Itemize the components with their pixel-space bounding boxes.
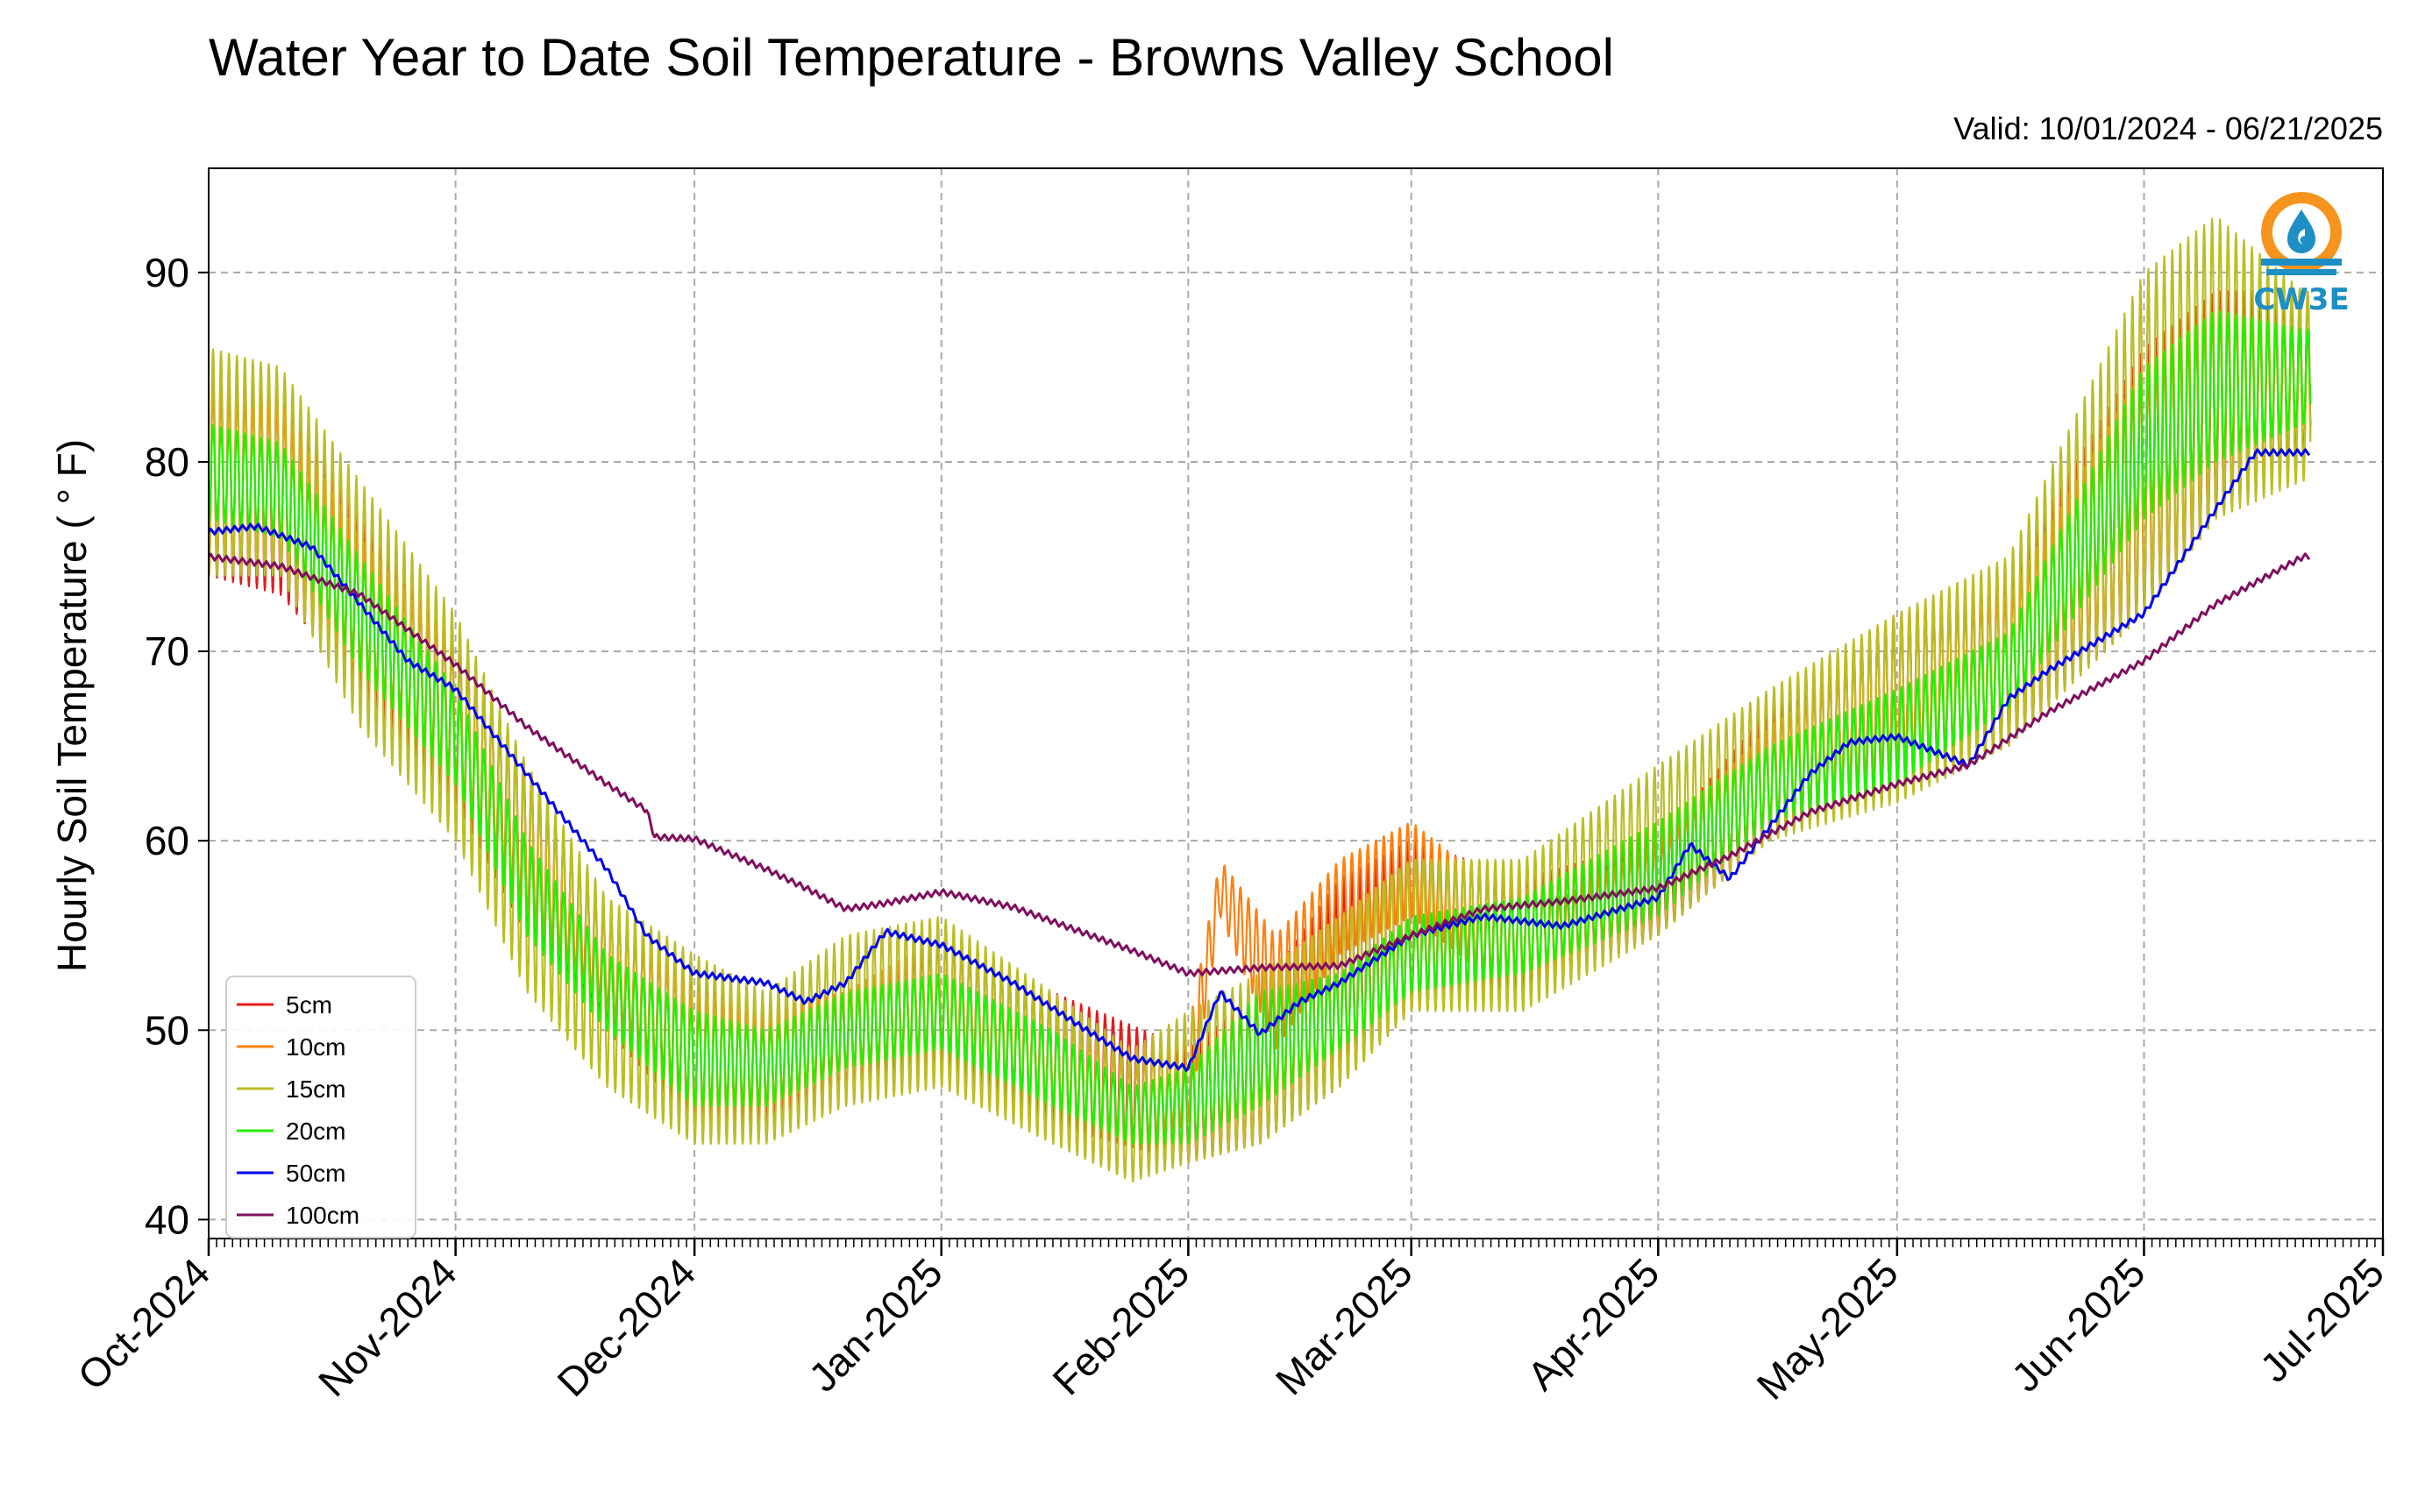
legend-label-100cm: 100cm — [286, 1202, 359, 1229]
series-line-20cm — [207, 310, 2312, 1146]
plot-frame — [208, 167, 2384, 1239]
legend-label-5cm: 5cm — [286, 991, 332, 1019]
y-axis-label: Hourly Soil Temperature ( ° F) — [49, 439, 95, 972]
valid-date-range: Valid: 10/01/2024 - 06/21/2025 — [1953, 110, 2383, 146]
y-tick-label: 50 — [145, 1007, 189, 1053]
y-axis-ticks: 40 50 60 70 80 90 — [145, 250, 209, 1242]
chart-title: Water Year to Date Soil Temperature - Br… — [209, 28, 1614, 87]
y-tick-label: 60 — [145, 818, 189, 863]
legend: 5cm 10cm 15cm 20cm 50cm 100cm — [225, 976, 416, 1239]
plot-series — [207, 217, 2312, 1183]
legend-label-15cm: 15cm — [286, 1075, 345, 1103]
series-line-100cm — [207, 552, 2311, 977]
legend-label-10cm: 10cm — [286, 1033, 345, 1061]
y-tick-label: 70 — [145, 628, 189, 674]
y-tick-label: 90 — [145, 250, 189, 295]
y-tick-label: 40 — [145, 1196, 189, 1242]
water-drop-logo-icon — [2261, 209, 2342, 275]
logo-text: CW3E — [2253, 282, 2349, 317]
series-line-50cm — [207, 448, 2311, 1072]
legend-label-50cm: 50cm — [286, 1160, 345, 1187]
y-tick-label: 80 — [145, 439, 189, 485]
legend-label-20cm: 20cm — [286, 1118, 345, 1145]
cw3e-logo: CW3E — [2253, 192, 2350, 317]
